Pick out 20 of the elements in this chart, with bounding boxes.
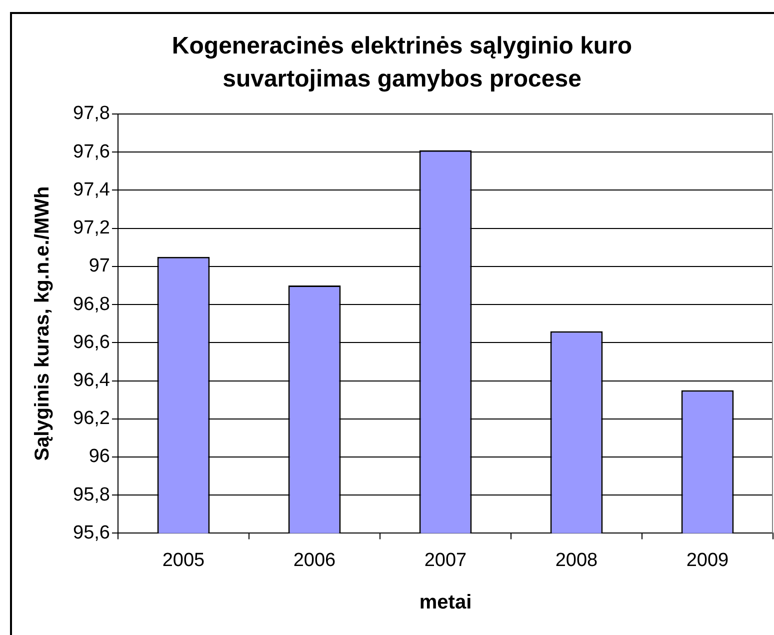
chart-title: Kogeneracinės elektrinės sąlyginio kuro suvartojimas gamybos procese — [172, 32, 632, 93]
y-tick-label: 97,6 — [73, 141, 110, 162]
x-tick-label: 2007 — [424, 550, 467, 571]
x-tick-label: 2006 — [293, 550, 336, 571]
y-tick-label: 97,2 — [73, 218, 110, 239]
y-tick-label: 96,2 — [73, 408, 110, 430]
y-tick-label: 97 — [88, 256, 110, 277]
y-tick-label: 96,6 — [73, 332, 110, 353]
y-tick-label: 96,4 — [73, 370, 110, 391]
x-tick-label: 2005 — [162, 550, 205, 571]
y-tick-label: 95,8 — [73, 484, 110, 506]
y-tick-label: 96 — [88, 446, 110, 468]
y-tick-label: 96,8 — [73, 294, 110, 315]
x-tick-label: 2009 — [686, 550, 729, 571]
x-tick-label: 2008 — [555, 550, 598, 571]
y-tick-label: 97,4 — [73, 179, 110, 200]
y-tick-label: 97,8 — [73, 103, 110, 124]
x-axis-title: metai — [419, 592, 472, 614]
y-axis-title: Sąlyginis kuras, kg.n.e./MWh — [32, 186, 54, 461]
y-tick-label: 95,6 — [73, 522, 110, 544]
